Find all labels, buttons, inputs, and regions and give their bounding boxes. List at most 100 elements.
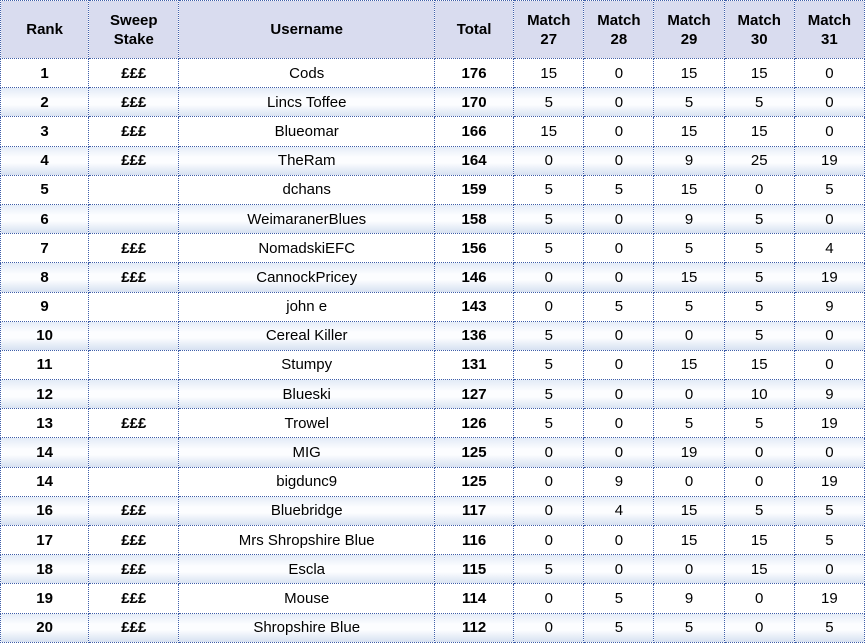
match-31-score-cell: 0 [793, 320, 865, 351]
sweep-stake-cell [88, 349, 180, 381]
username-cell: dchans [178, 174, 435, 205]
match-28-score-cell: 5 [583, 612, 655, 643]
total-cell: 158 [433, 203, 515, 235]
match-31-score-cell: 5 [793, 524, 865, 556]
match-30-score-cell: 0 [723, 174, 795, 205]
table-row: 18 £££ Escla 115 5 0 0 15 0 [0, 554, 865, 585]
match-27-score-cell: 0 [513, 583, 585, 614]
username-cell: john e [178, 291, 435, 322]
rank-cell: 1 [0, 57, 90, 89]
match-28-score-cell: 0 [583, 262, 655, 293]
match-29-score-cell: 5 [653, 87, 725, 118]
match-28-score-cell: 0 [583, 203, 655, 235]
header-label: 31 [821, 30, 838, 48]
match-29-score-cell: 9 [653, 203, 725, 235]
username-cell: Bluebridge [178, 495, 435, 527]
match-30-score-cell: 5 [723, 262, 795, 293]
rank-cell: 11 [0, 349, 90, 381]
match-30-score-cell: 5 [723, 87, 795, 118]
sweep-stake-cell [88, 203, 180, 235]
username-cell: Mrs Shropshire Blue [178, 524, 435, 556]
match-28-score-cell: 0 [583, 57, 655, 89]
rank-cell: 6 [0, 203, 90, 235]
sweep-stake-cell: £££ [88, 554, 180, 585]
username-cell: bigdunc9 [178, 466, 435, 497]
leaderboard-body: 1 £££ Cods 176 15 0 15 15 0 2 £££ Lincs … [0, 57, 865, 643]
match-29-score-cell: 0 [653, 320, 725, 351]
table-row: 14 bigdunc9 125 0 9 0 0 19 [0, 466, 865, 497]
table-row: 5 dchans 159 5 5 15 0 5 [0, 174, 865, 205]
header-label: Match [527, 11, 571, 29]
match-27-score-cell: 5 [513, 87, 585, 118]
match-28-score-cell: 9 [583, 466, 655, 497]
rank-cell: 3 [0, 116, 90, 147]
match-30-score-cell: 15 [723, 524, 795, 556]
header-label: 28 [610, 30, 628, 48]
match-27-score-cell: 0 [513, 262, 585, 293]
sweep-stake-cell [88, 174, 180, 205]
rank-cell: 20 [0, 612, 90, 643]
match-27-score-cell: 0 [513, 291, 585, 322]
match-30-score-cell: 15 [723, 57, 795, 89]
table-row: 2 £££ Lincs Toffee 170 5 0 5 5 0 [0, 87, 865, 118]
sweep-stake-cell: £££ [88, 495, 180, 527]
header-label: Match [597, 11, 641, 29]
column-header-sweep-stake: Sweep Stake [88, 0, 180, 59]
match-27-score-cell: 5 [513, 408, 585, 439]
username-cell: Blueomar [178, 116, 435, 147]
total-cell: 176 [433, 57, 515, 89]
match-31-score-cell: 5 [793, 495, 865, 527]
match-29-score-cell: 5 [653, 233, 725, 264]
match-28-score-cell: 0 [583, 379, 655, 410]
table-row: 11 Stumpy 131 5 0 15 15 0 [0, 349, 865, 381]
match-31-score-cell: 4 [793, 233, 865, 264]
match-31-score-cell: 19 [793, 145, 865, 176]
match-27-score-cell: 5 [513, 379, 585, 410]
rank-cell: 17 [0, 524, 90, 556]
rank-cell: 10 [0, 320, 90, 351]
username-cell: Shropshire Blue [178, 612, 435, 643]
username-cell: Mouse [178, 583, 435, 614]
match-31-score-cell: 9 [793, 379, 865, 410]
match-31-score-cell: 0 [793, 554, 865, 585]
match-30-score-cell: 5 [723, 291, 795, 322]
total-cell: 143 [433, 291, 515, 322]
match-31-score-cell: 0 [793, 87, 865, 118]
column-header-total: Total [433, 0, 515, 59]
sweep-stake-cell [88, 466, 180, 497]
table-row: 1 £££ Cods 176 15 0 15 15 0 [0, 57, 865, 89]
total-cell: 131 [433, 349, 515, 381]
rank-cell: 7 [0, 233, 90, 264]
table-row: 16 £££ Bluebridge 117 0 4 15 5 5 [0, 495, 865, 527]
sweep-stake-cell: £££ [88, 262, 180, 293]
sweep-stake-cell: £££ [88, 408, 180, 439]
column-header-match-27: Match 27 [513, 0, 585, 59]
rank-cell: 2 [0, 87, 90, 118]
header-label: Match [807, 11, 852, 29]
table-row: 19 £££ Mouse 114 0 5 9 0 19 [0, 583, 865, 614]
match-28-score-cell: 0 [583, 320, 655, 351]
header-label: Rank [26, 21, 63, 38]
username-cell: TheRam [178, 145, 435, 176]
match-27-score-cell: 0 [513, 495, 585, 527]
match-27-score-cell: 5 [513, 554, 585, 585]
match-27-score-cell: 0 [513, 466, 585, 497]
match-30-score-cell: 15 [723, 116, 795, 147]
match-28-score-cell: 4 [583, 495, 655, 527]
total-cell: 117 [433, 495, 515, 527]
total-cell: 166 [433, 116, 515, 147]
match-27-score-cell: 0 [513, 612, 585, 643]
total-cell: 116 [433, 524, 515, 556]
match-29-score-cell: 0 [653, 466, 725, 497]
header-label: 27 [540, 30, 558, 48]
table-row: 4 £££ TheRam 164 0 0 9 25 19 [0, 145, 865, 176]
total-cell: 126 [433, 408, 515, 439]
match-29-score-cell: 15 [653, 495, 725, 527]
username-cell: Cods [178, 57, 435, 89]
table-row: 13 £££ Trowel 126 5 0 5 5 19 [0, 408, 865, 439]
match-30-score-cell: 5 [723, 495, 795, 527]
match-29-score-cell: 0 [653, 379, 725, 410]
match-29-score-cell: 5 [653, 291, 725, 322]
match-31-score-cell: 9 [793, 291, 865, 322]
